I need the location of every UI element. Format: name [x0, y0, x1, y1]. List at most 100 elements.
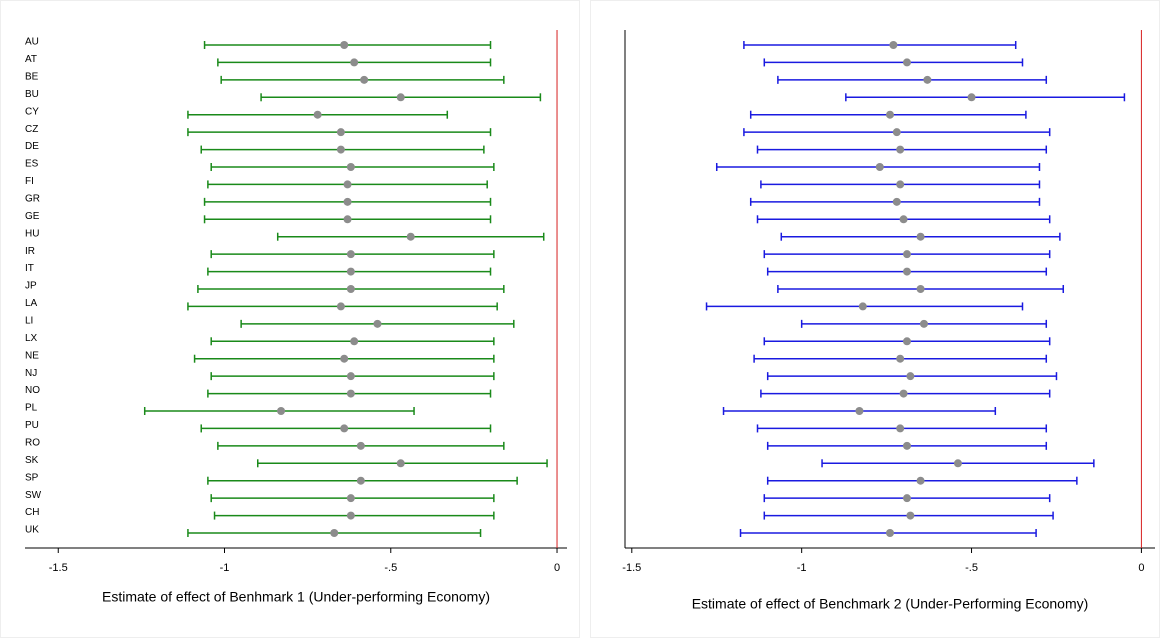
y-tick-label: LA	[25, 298, 38, 309]
point-estimate	[875, 163, 884, 171]
point-estimate	[343, 197, 352, 206]
point-estimate	[336, 302, 345, 311]
point-estimate	[953, 459, 962, 468]
point-estimate	[919, 319, 928, 328]
point-estimate	[896, 424, 905, 433]
y-tick-label: HU	[25, 228, 39, 239]
point-estimate	[906, 372, 915, 381]
y-tick-label: CH	[25, 507, 39, 518]
point-estimate	[916, 476, 925, 485]
y-tick-label: GR	[25, 193, 40, 204]
y-tick-label: SW	[25, 490, 42, 501]
point-estimate	[346, 250, 355, 259]
x-tick-label: -1	[220, 562, 230, 574]
y-tick-label: GE	[25, 211, 40, 222]
y-tick-label: NE	[25, 350, 39, 361]
y-tick-label: PL	[25, 403, 38, 414]
y-tick-label: ES	[25, 159, 39, 170]
point-estimate	[896, 354, 905, 363]
point-estimate	[336, 128, 345, 137]
point-estimate	[350, 58, 359, 67]
y-tick-label: BE	[25, 71, 39, 82]
point-estimate	[340, 41, 349, 49]
x-tick-label: 0	[554, 562, 560, 574]
y-tick-label: JP	[25, 281, 37, 292]
point-estimate	[406, 232, 415, 241]
point-estimate	[886, 110, 894, 119]
x-tick-label: 0	[1138, 562, 1144, 574]
x-axis-label: Estimate of effect of Benhmark 1 (Under-…	[102, 589, 490, 605]
point-estimate	[346, 163, 355, 171]
point-estimate	[356, 476, 365, 485]
point-estimate	[360, 75, 369, 84]
point-estimate	[343, 180, 352, 189]
point-estimate	[892, 197, 901, 206]
point-estimate	[899, 389, 908, 398]
y-tick-label: NJ	[25, 368, 37, 379]
point-estimate	[896, 180, 905, 189]
panel-frame	[0, 0, 580, 638]
point-estimate	[350, 337, 359, 346]
point-estimate	[899, 215, 908, 224]
y-tick-label: UK	[25, 525, 39, 536]
point-estimate	[343, 215, 352, 224]
point-estimate	[396, 459, 405, 468]
point-estimate	[916, 232, 925, 241]
x-axis-label: Estimate of effect of Benchmark 2 (Under…	[692, 596, 1089, 612]
point-estimate	[892, 128, 901, 137]
point-estimate	[396, 93, 405, 102]
point-estimate	[340, 424, 349, 433]
point-estimate	[336, 145, 345, 154]
x-tick-label: -.5	[384, 562, 397, 574]
point-estimate	[902, 494, 911, 503]
y-tick-label: LX	[25, 333, 38, 344]
y-tick-label: BU	[25, 89, 39, 100]
point-estimate	[373, 319, 382, 328]
point-estimate	[886, 529, 894, 537]
y-tick-label: LI	[25, 315, 33, 326]
point-estimate	[889, 41, 898, 49]
point-estimate	[902, 337, 911, 346]
point-estimate	[346, 372, 355, 381]
point-estimate	[923, 75, 932, 84]
x-tick-label: -1.5	[49, 562, 68, 574]
point-estimate	[346, 285, 355, 293]
x-tick-label: -.5	[965, 562, 978, 574]
y-tick-label: SP	[25, 472, 39, 483]
y-tick-label: DE	[25, 141, 39, 152]
y-tick-label: RO	[25, 437, 40, 448]
y-tick-label: PU	[25, 420, 39, 431]
point-estimate	[902, 58, 911, 67]
y-tick-label: FI	[25, 176, 34, 187]
point-estimate	[340, 354, 349, 363]
x-tick-label: -1.5	[622, 562, 641, 574]
y-tick-label: CY	[25, 106, 39, 117]
point-estimate	[356, 441, 365, 450]
point-estimate	[346, 389, 355, 398]
y-tick-label: CZ	[25, 124, 38, 135]
y-tick-label: IR	[25, 246, 35, 257]
y-tick-label: NO	[25, 385, 40, 396]
x-tick-label: -1	[797, 562, 807, 574]
point-estimate	[346, 267, 355, 276]
point-estimate	[896, 145, 905, 154]
y-tick-label: IT	[25, 263, 34, 274]
point-estimate	[902, 267, 911, 276]
y-tick-label: AT	[25, 54, 37, 65]
point-estimate	[906, 511, 915, 520]
y-tick-label: SK	[25, 455, 39, 466]
point-estimate	[858, 302, 867, 311]
point-estimate	[902, 250, 911, 259]
point-estimate	[967, 93, 976, 102]
point-estimate	[277, 407, 286, 415]
point-estimate	[902, 441, 911, 450]
point-estimate	[313, 110, 322, 119]
point-estimate	[330, 529, 339, 537]
point-estimate	[855, 407, 864, 415]
point-estimate	[346, 494, 355, 503]
point-estimate	[346, 511, 355, 520]
point-estimate	[916, 285, 925, 293]
panel-frame	[590, 0, 1160, 638]
y-tick-label: AU	[25, 37, 39, 48]
